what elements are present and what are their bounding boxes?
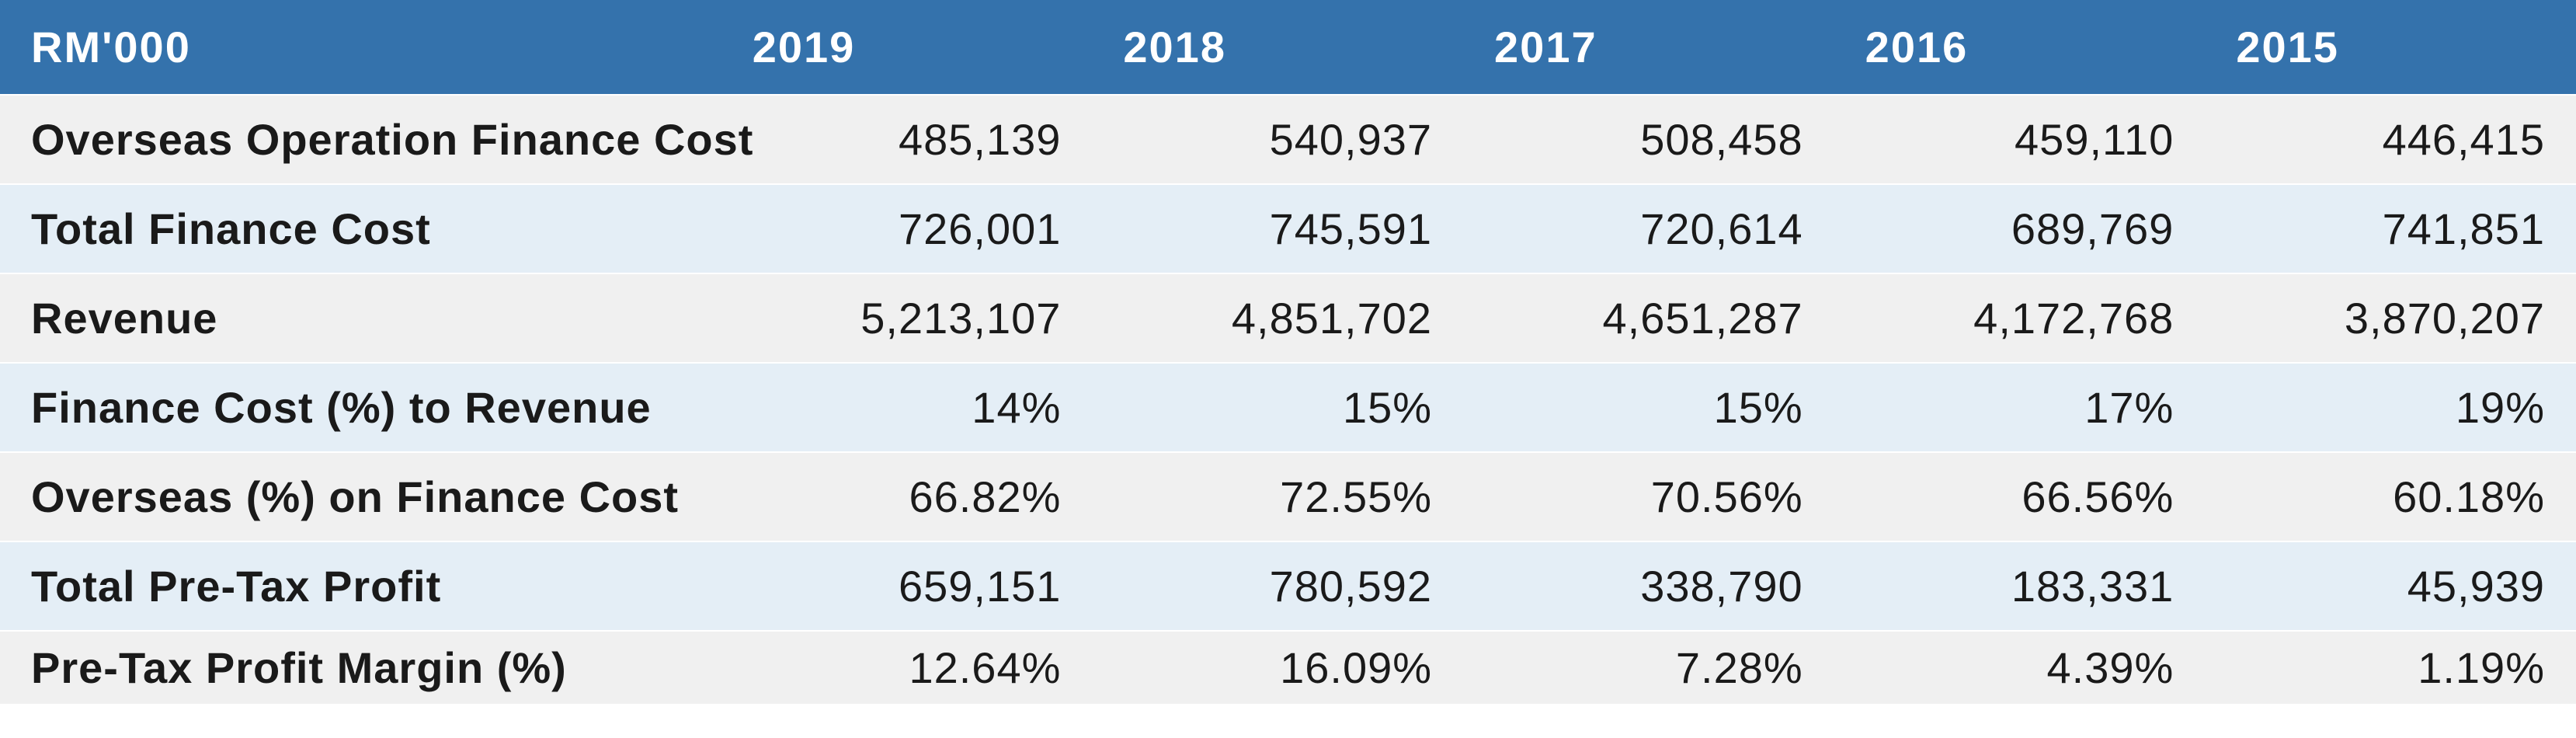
row-label: Overseas Operation Finance Cost bbox=[0, 95, 721, 184]
row-value: 4,172,768 bbox=[1834, 273, 2206, 363]
table-row: Overseas (%) on Finance Cost66.82%72.55%… bbox=[0, 452, 2576, 541]
row-value: 720,614 bbox=[1463, 184, 1834, 273]
row-value: 4.39% bbox=[1834, 631, 2206, 705]
row-value: 60.18% bbox=[2205, 452, 2576, 541]
row-value: 4,851,702 bbox=[1092, 273, 1463, 363]
row-label: Overseas (%) on Finance Cost bbox=[0, 452, 721, 541]
table-row: Total Pre-Tax Profit659,151780,592338,79… bbox=[0, 541, 2576, 631]
row-value: 446,415 bbox=[2205, 95, 2576, 184]
header-year: 2015 bbox=[2205, 0, 2576, 95]
row-value: 459,110 bbox=[1834, 95, 2206, 184]
row-value: 19% bbox=[2205, 363, 2576, 452]
row-value: 4,651,287 bbox=[1463, 273, 1834, 363]
row-value: 3,870,207 bbox=[2205, 273, 2576, 363]
financial-table-container: RM'000 2019 2018 2017 2016 2015 Overseas… bbox=[0, 0, 2576, 705]
table-row: Pre-Tax Profit Margin (%)12.64%16.09%7.2… bbox=[0, 631, 2576, 705]
header-year: 2019 bbox=[721, 0, 1093, 95]
row-value: 745,591 bbox=[1092, 184, 1463, 273]
row-label: Pre-Tax Profit Margin (%) bbox=[0, 631, 721, 705]
table-row: Overseas Operation Finance Cost485,13954… bbox=[0, 95, 2576, 184]
row-value: 659,151 bbox=[721, 541, 1093, 631]
row-value: 540,937 bbox=[1092, 95, 1463, 184]
table-row: Total Finance Cost726,001745,591720,6146… bbox=[0, 184, 2576, 273]
header-year: 2016 bbox=[1834, 0, 2206, 95]
row-value: 689,769 bbox=[1834, 184, 2206, 273]
row-value: 14% bbox=[721, 363, 1093, 452]
row-label: Total Finance Cost bbox=[0, 184, 721, 273]
row-value: 12.64% bbox=[721, 631, 1093, 705]
row-value: 17% bbox=[1834, 363, 2206, 452]
row-value: 66.56% bbox=[1834, 452, 2206, 541]
row-value: 5,213,107 bbox=[721, 273, 1093, 363]
row-value: 15% bbox=[1463, 363, 1834, 452]
row-value: 16.09% bbox=[1092, 631, 1463, 705]
row-value: 70.56% bbox=[1463, 452, 1834, 541]
row-value: 183,331 bbox=[1834, 541, 2206, 631]
table-header-row: RM'000 2019 2018 2017 2016 2015 bbox=[0, 0, 2576, 95]
row-value: 1.19% bbox=[2205, 631, 2576, 705]
row-value: 780,592 bbox=[1092, 541, 1463, 631]
header-label: RM'000 bbox=[0, 0, 721, 95]
table-row: Revenue5,213,1074,851,7024,651,2874,172,… bbox=[0, 273, 2576, 363]
row-value: 741,851 bbox=[2205, 184, 2576, 273]
row-label: Finance Cost (%) to Revenue bbox=[0, 363, 721, 452]
row-value: 508,458 bbox=[1463, 95, 1834, 184]
row-value: 485,139 bbox=[721, 95, 1093, 184]
table-row: Finance Cost (%) to Revenue14%15%15%17%1… bbox=[0, 363, 2576, 452]
row-value: 45,939 bbox=[2205, 541, 2576, 631]
row-value: 338,790 bbox=[1463, 541, 1834, 631]
financial-table: RM'000 2019 2018 2017 2016 2015 Overseas… bbox=[0, 0, 2576, 705]
row-value: 72.55% bbox=[1092, 452, 1463, 541]
row-label: Total Pre-Tax Profit bbox=[0, 541, 721, 631]
row-value: 15% bbox=[1092, 363, 1463, 452]
header-year: 2018 bbox=[1092, 0, 1463, 95]
row-value: 726,001 bbox=[721, 184, 1093, 273]
row-value: 66.82% bbox=[721, 452, 1093, 541]
row-label: Revenue bbox=[0, 273, 721, 363]
row-value: 7.28% bbox=[1463, 631, 1834, 705]
header-year: 2017 bbox=[1463, 0, 1834, 95]
